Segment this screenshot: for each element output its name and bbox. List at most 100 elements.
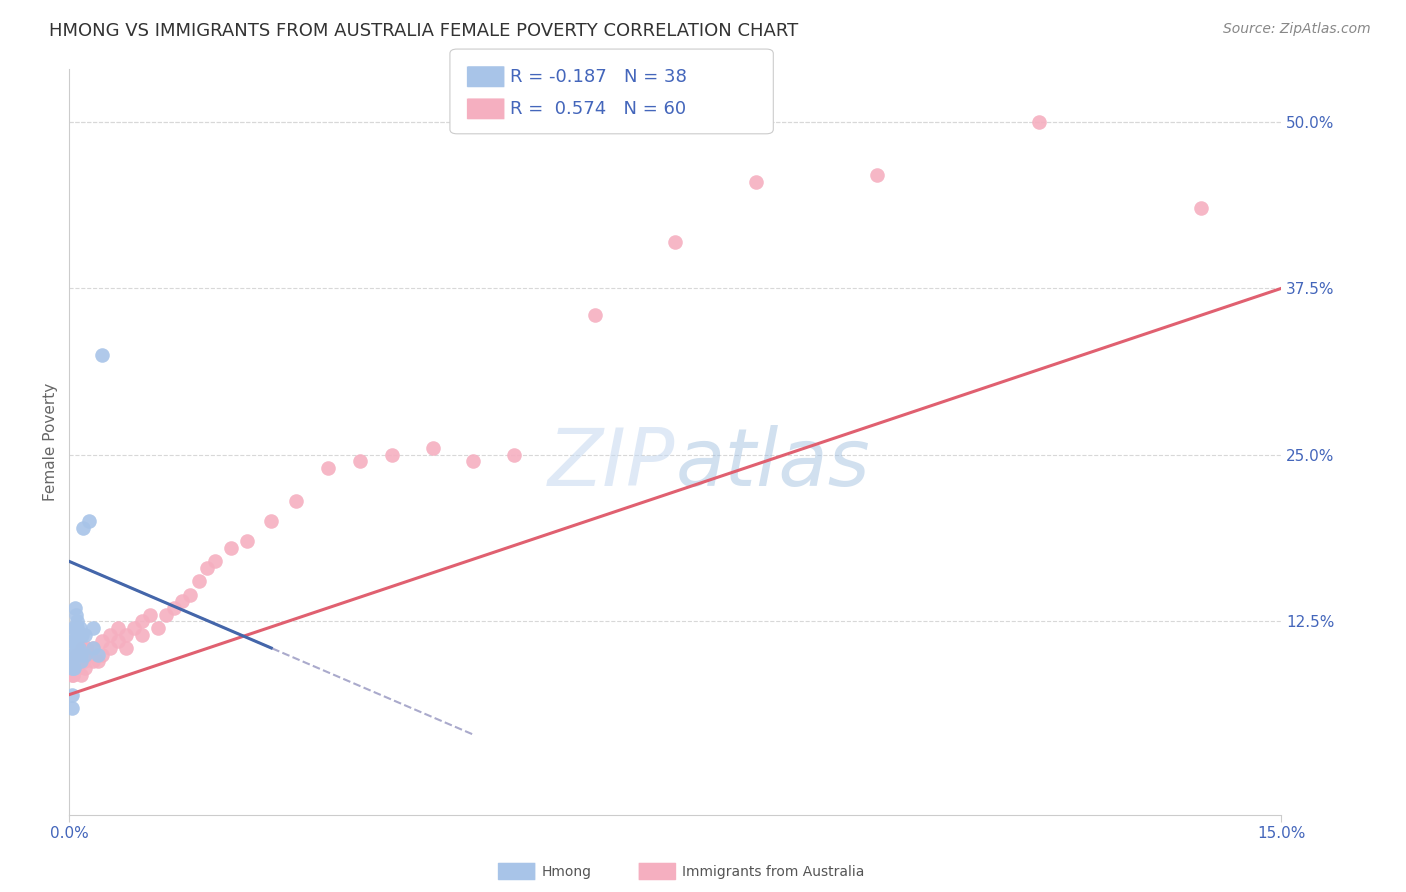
Point [63, 648, 86, 662]
Point [70, 640, 93, 655]
Point [745, 175, 768, 189]
Point [76, 640, 98, 655]
Point [59, 648, 82, 662]
Point [69, 648, 91, 662]
Point [131, 628, 153, 642]
Point [62, 661, 84, 675]
Point [62, 621, 84, 635]
Point [187, 574, 209, 589]
Point [66, 661, 89, 675]
Point [67, 628, 90, 642]
Point [67, 654, 90, 668]
Point [86, 654, 108, 668]
Point [122, 621, 145, 635]
Point [79, 515, 101, 529]
Point [60, 661, 83, 675]
Point [204, 554, 226, 568]
Point [316, 461, 339, 475]
Text: Source: ZipAtlas.com: Source: ZipAtlas.com [1223, 22, 1371, 37]
Point [62, 648, 84, 662]
Point [86, 648, 108, 662]
Point [90, 348, 112, 362]
Point [69, 648, 91, 662]
Point [69, 654, 91, 668]
Text: Immigrants from Australia: Immigrants from Australia [682, 865, 865, 880]
Point [75, 648, 97, 662]
Point [107, 621, 129, 635]
Point [69, 628, 91, 642]
Point [62, 688, 84, 702]
Point [90, 634, 112, 648]
Point [62, 667, 84, 681]
Text: ZIP: ZIP [548, 425, 675, 503]
Point [502, 448, 524, 462]
Point [114, 640, 136, 655]
Point [163, 601, 186, 615]
Point [82, 621, 104, 635]
Point [63, 601, 86, 615]
Point [131, 615, 153, 629]
Point [70, 654, 93, 668]
Point [70, 667, 93, 681]
Point [73, 654, 96, 668]
Point [75, 661, 97, 675]
Point [82, 640, 104, 655]
Point [67, 640, 90, 655]
Point [236, 534, 259, 549]
Point [79, 648, 101, 662]
Point [98, 640, 121, 655]
Point [63, 621, 86, 635]
Point [65, 640, 87, 655]
Point [66, 628, 89, 642]
Point [381, 448, 404, 462]
Point [75, 628, 97, 642]
Point [583, 308, 606, 322]
Point [664, 235, 686, 249]
Point [72, 648, 94, 662]
Point [219, 541, 242, 555]
Point [114, 628, 136, 642]
Point [107, 634, 129, 648]
Point [62, 648, 84, 662]
Point [98, 628, 121, 642]
Point [65, 648, 87, 662]
Point [139, 607, 162, 622]
Point [66, 615, 89, 629]
Point [62, 661, 84, 675]
Point [155, 607, 177, 622]
Point [90, 648, 112, 662]
Point [65, 621, 87, 635]
Point [260, 515, 283, 529]
Point [65, 634, 87, 648]
Point [67, 648, 90, 662]
Point [179, 588, 201, 602]
Point [82, 654, 104, 668]
Point [66, 648, 89, 662]
Point [63, 654, 86, 668]
Point [69, 621, 91, 635]
Point [66, 640, 89, 655]
Point [284, 494, 307, 508]
Text: atlas: atlas [675, 425, 870, 503]
Point [67, 628, 90, 642]
Point [1028, 115, 1050, 129]
Point [1189, 202, 1212, 216]
Point [82, 640, 104, 655]
Text: Hmong: Hmong [541, 865, 592, 880]
Point [75, 648, 97, 662]
Text: R =  0.574   N = 60: R = 0.574 N = 60 [510, 100, 686, 118]
Point [422, 441, 444, 455]
Point [195, 561, 218, 575]
Point [463, 454, 485, 468]
Point [63, 661, 86, 675]
Point [72, 521, 94, 535]
Point [65, 661, 87, 675]
Point [866, 168, 889, 182]
Point [65, 607, 87, 622]
Point [349, 454, 371, 468]
Text: R = -0.187   N = 38: R = -0.187 N = 38 [510, 68, 688, 86]
Point [146, 621, 169, 635]
Text: HMONG VS IMMIGRANTS FROM AUSTRALIA FEMALE POVERTY CORRELATION CHART: HMONG VS IMMIGRANTS FROM AUSTRALIA FEMAL… [49, 22, 799, 40]
Point [172, 594, 194, 608]
Y-axis label: Female Poverty: Female Poverty [44, 383, 58, 500]
